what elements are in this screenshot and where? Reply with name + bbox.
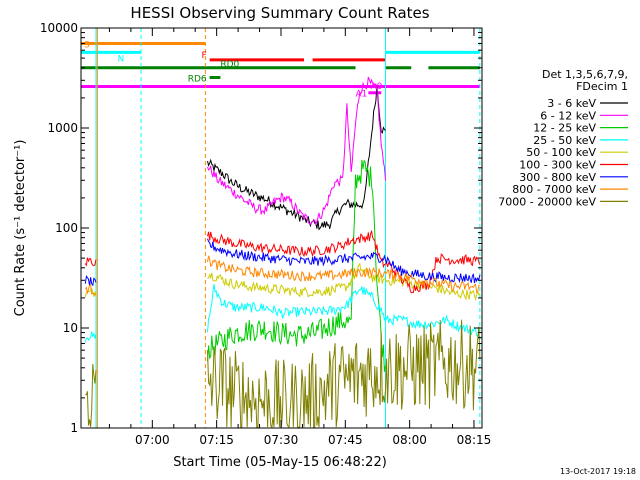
series-line-100-300-kev-0 [84,257,97,267]
x-tick-label-5: 08:15 [457,433,492,447]
x-axis-label: Start Time (05-May-15 06:48:22) [173,455,387,470]
legend-label-7: 800 - 7000 keV [512,183,596,196]
series-line-7000-20000-kev-1 [207,319,481,428]
series-line-6-12-kev-0 [207,76,386,227]
y-tick-label-3: 1000 [47,121,78,135]
chart-title: HESSI Observing Summary Count Rates [130,4,429,22]
series-line-300-800-kev-0 [84,275,97,287]
legend-header-0: Det 1,3,5,6,7,9, [542,68,628,81]
legend-label-6: 300 - 800 keV [519,171,596,184]
series-line-800-7000-kev-1 [207,255,481,294]
x-tick-label-2: 07:30 [264,433,299,447]
series-line-3-6-kev-0 [207,85,386,231]
series-line-50-100-kev-1 [207,262,481,301]
legend-header-1: FDecim 1 [576,80,628,93]
x-tick-label-3: 07:45 [328,433,363,447]
state-label-f: F [201,51,206,61]
series-line-7000-20000-kev-0 [85,363,97,428]
series-line-25-50-kev-0 [84,331,97,343]
legend-label-3: 25 - 50 keV [533,134,596,147]
x-tick-label-1: 07:15 [199,433,234,447]
series-line-100-300-kev-1 [207,230,481,294]
y-tick-label-1: 10 [63,321,78,335]
legend-label-1: 6 - 12 keV [540,109,596,122]
series-line-12-25-kev-0 [207,159,386,372]
x-tick-label-4: 08:00 [392,433,427,447]
state-label-a0: A0 [370,82,382,92]
series-line-800-7000-kev-0 [84,284,97,296]
legend-label-8: 7000 - 20000 keV [498,195,596,208]
legend-label-0: 3 - 6 keV [547,97,596,110]
state-label-s: S [84,40,90,50]
series-line-25-50-kev-1 [207,284,481,338]
state-label-rd6: RD6 [188,74,207,84]
x-tick-label-0: 07:00 [135,433,170,447]
y-tick-label-2: 100 [55,221,78,235]
state-label-rd0: RD0 [220,60,239,70]
timestamp: 13-Oct-2017 19:18 [560,467,636,476]
y-tick-label-4: 10000 [40,21,78,35]
state-label-a1: A1 [355,90,367,100]
y-tick-label-0: 1 [70,421,78,435]
legend-label-4: 50 - 100 keV [526,146,596,159]
state-label-n: N [117,54,124,64]
legend-label-5: 100 - 300 keV [519,159,596,172]
legend-label-2: 12 - 25 keV [533,122,596,135]
y-axis-label: Count Rate (s⁻¹ detector⁻¹) [13,140,28,317]
